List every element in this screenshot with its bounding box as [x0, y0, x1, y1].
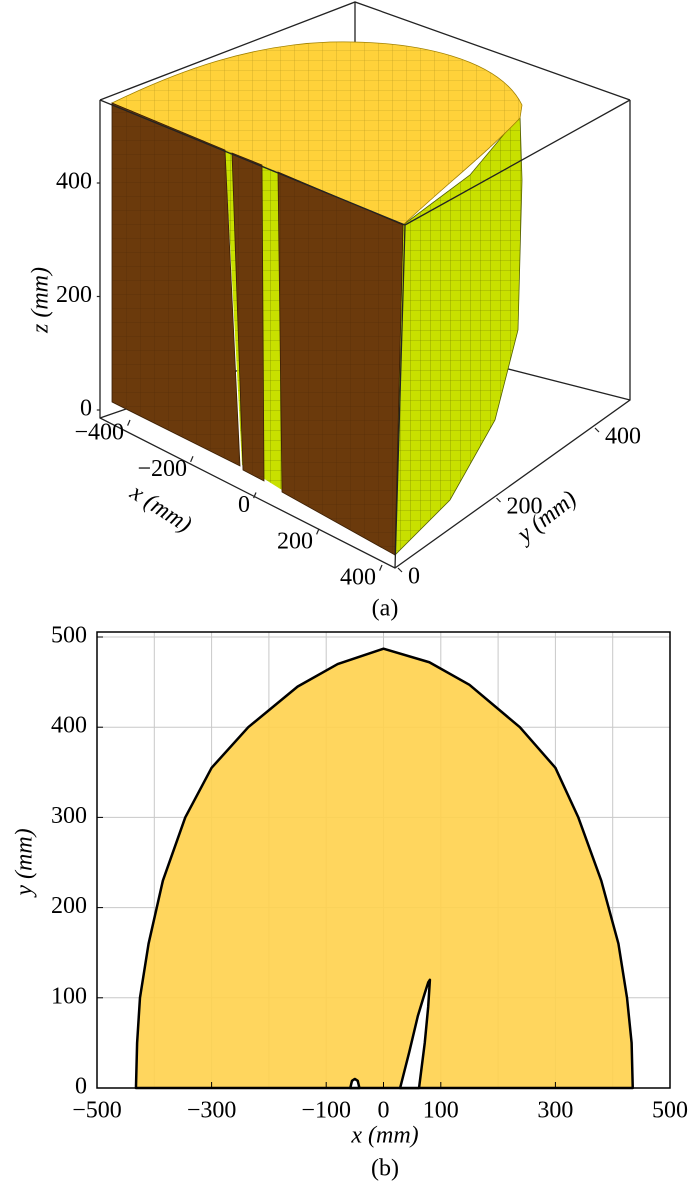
- z-tick-label: 400: [56, 169, 92, 195]
- y-tick-label: 100: [51, 983, 87, 1009]
- tick-mark: [397, 567, 403, 573]
- x-tick-label: 0: [238, 492, 250, 518]
- x-tick-label: −500: [72, 1098, 122, 1124]
- x-tick-label: −100: [301, 1098, 351, 1124]
- z-tick-label: 200: [56, 282, 92, 308]
- z-axis-title: z (mm): [28, 267, 54, 334]
- x-tick-label: 200: [277, 528, 313, 554]
- tick-mark: [316, 528, 320, 535]
- curved-side: [394, 113, 523, 556]
- y-tick-label: 400: [51, 713, 87, 739]
- caption: (a): [372, 596, 399, 622]
- area-region: [398, 978, 432, 1090]
- y-tick-label: 200: [507, 494, 543, 520]
- x-tick-label: 300: [537, 1098, 573, 1124]
- panel-a: [99, 1, 631, 569]
- y-tick-label: 300: [51, 803, 87, 829]
- x-tick-label: 100: [423, 1098, 459, 1124]
- y-tick-label: 0: [408, 564, 420, 590]
- z-tick-label: 0: [80, 396, 92, 422]
- x-tick-label: 400: [340, 565, 376, 591]
- slab: [111, 102, 241, 467]
- y-tick-label: 400: [605, 424, 641, 450]
- x-tick-label: 500: [652, 1098, 688, 1124]
- x-axis-title: x (mm): [125, 479, 196, 538]
- x-tick-label: −200: [137, 456, 187, 482]
- x-tick-label: −400: [74, 420, 124, 446]
- slab: [231, 152, 265, 482]
- y-tick-label: 200: [51, 893, 87, 919]
- x-tick-label: 0: [378, 1098, 390, 1124]
- tick-mark: [253, 492, 257, 499]
- y-tick-label: 500: [51, 623, 87, 649]
- caption: (b): [371, 1156, 399, 1182]
- top-face: [111, 41, 523, 226]
- area-region: [134, 647, 634, 1090]
- tick-mark: [594, 427, 600, 433]
- tick-mark: [127, 419, 131, 426]
- tick-mark: [496, 497, 501, 503]
- panel-b: x (mm) y (mm) (b) −500 −300 −100 0 100 300 500…: [12, 623, 689, 1182]
- tick-mark: [379, 564, 383, 571]
- slab: [277, 171, 404, 556]
- box-front: [99, 99, 631, 569]
- area-region: [349, 1077, 361, 1090]
- x-tick-label: −300: [187, 1098, 237, 1124]
- y-axis-title: y (mm): [12, 828, 38, 897]
- x-axis-title: x (mm): [350, 1123, 418, 1149]
- tick-mark: [190, 456, 194, 463]
- y-tick-label: 0: [75, 1074, 87, 1100]
